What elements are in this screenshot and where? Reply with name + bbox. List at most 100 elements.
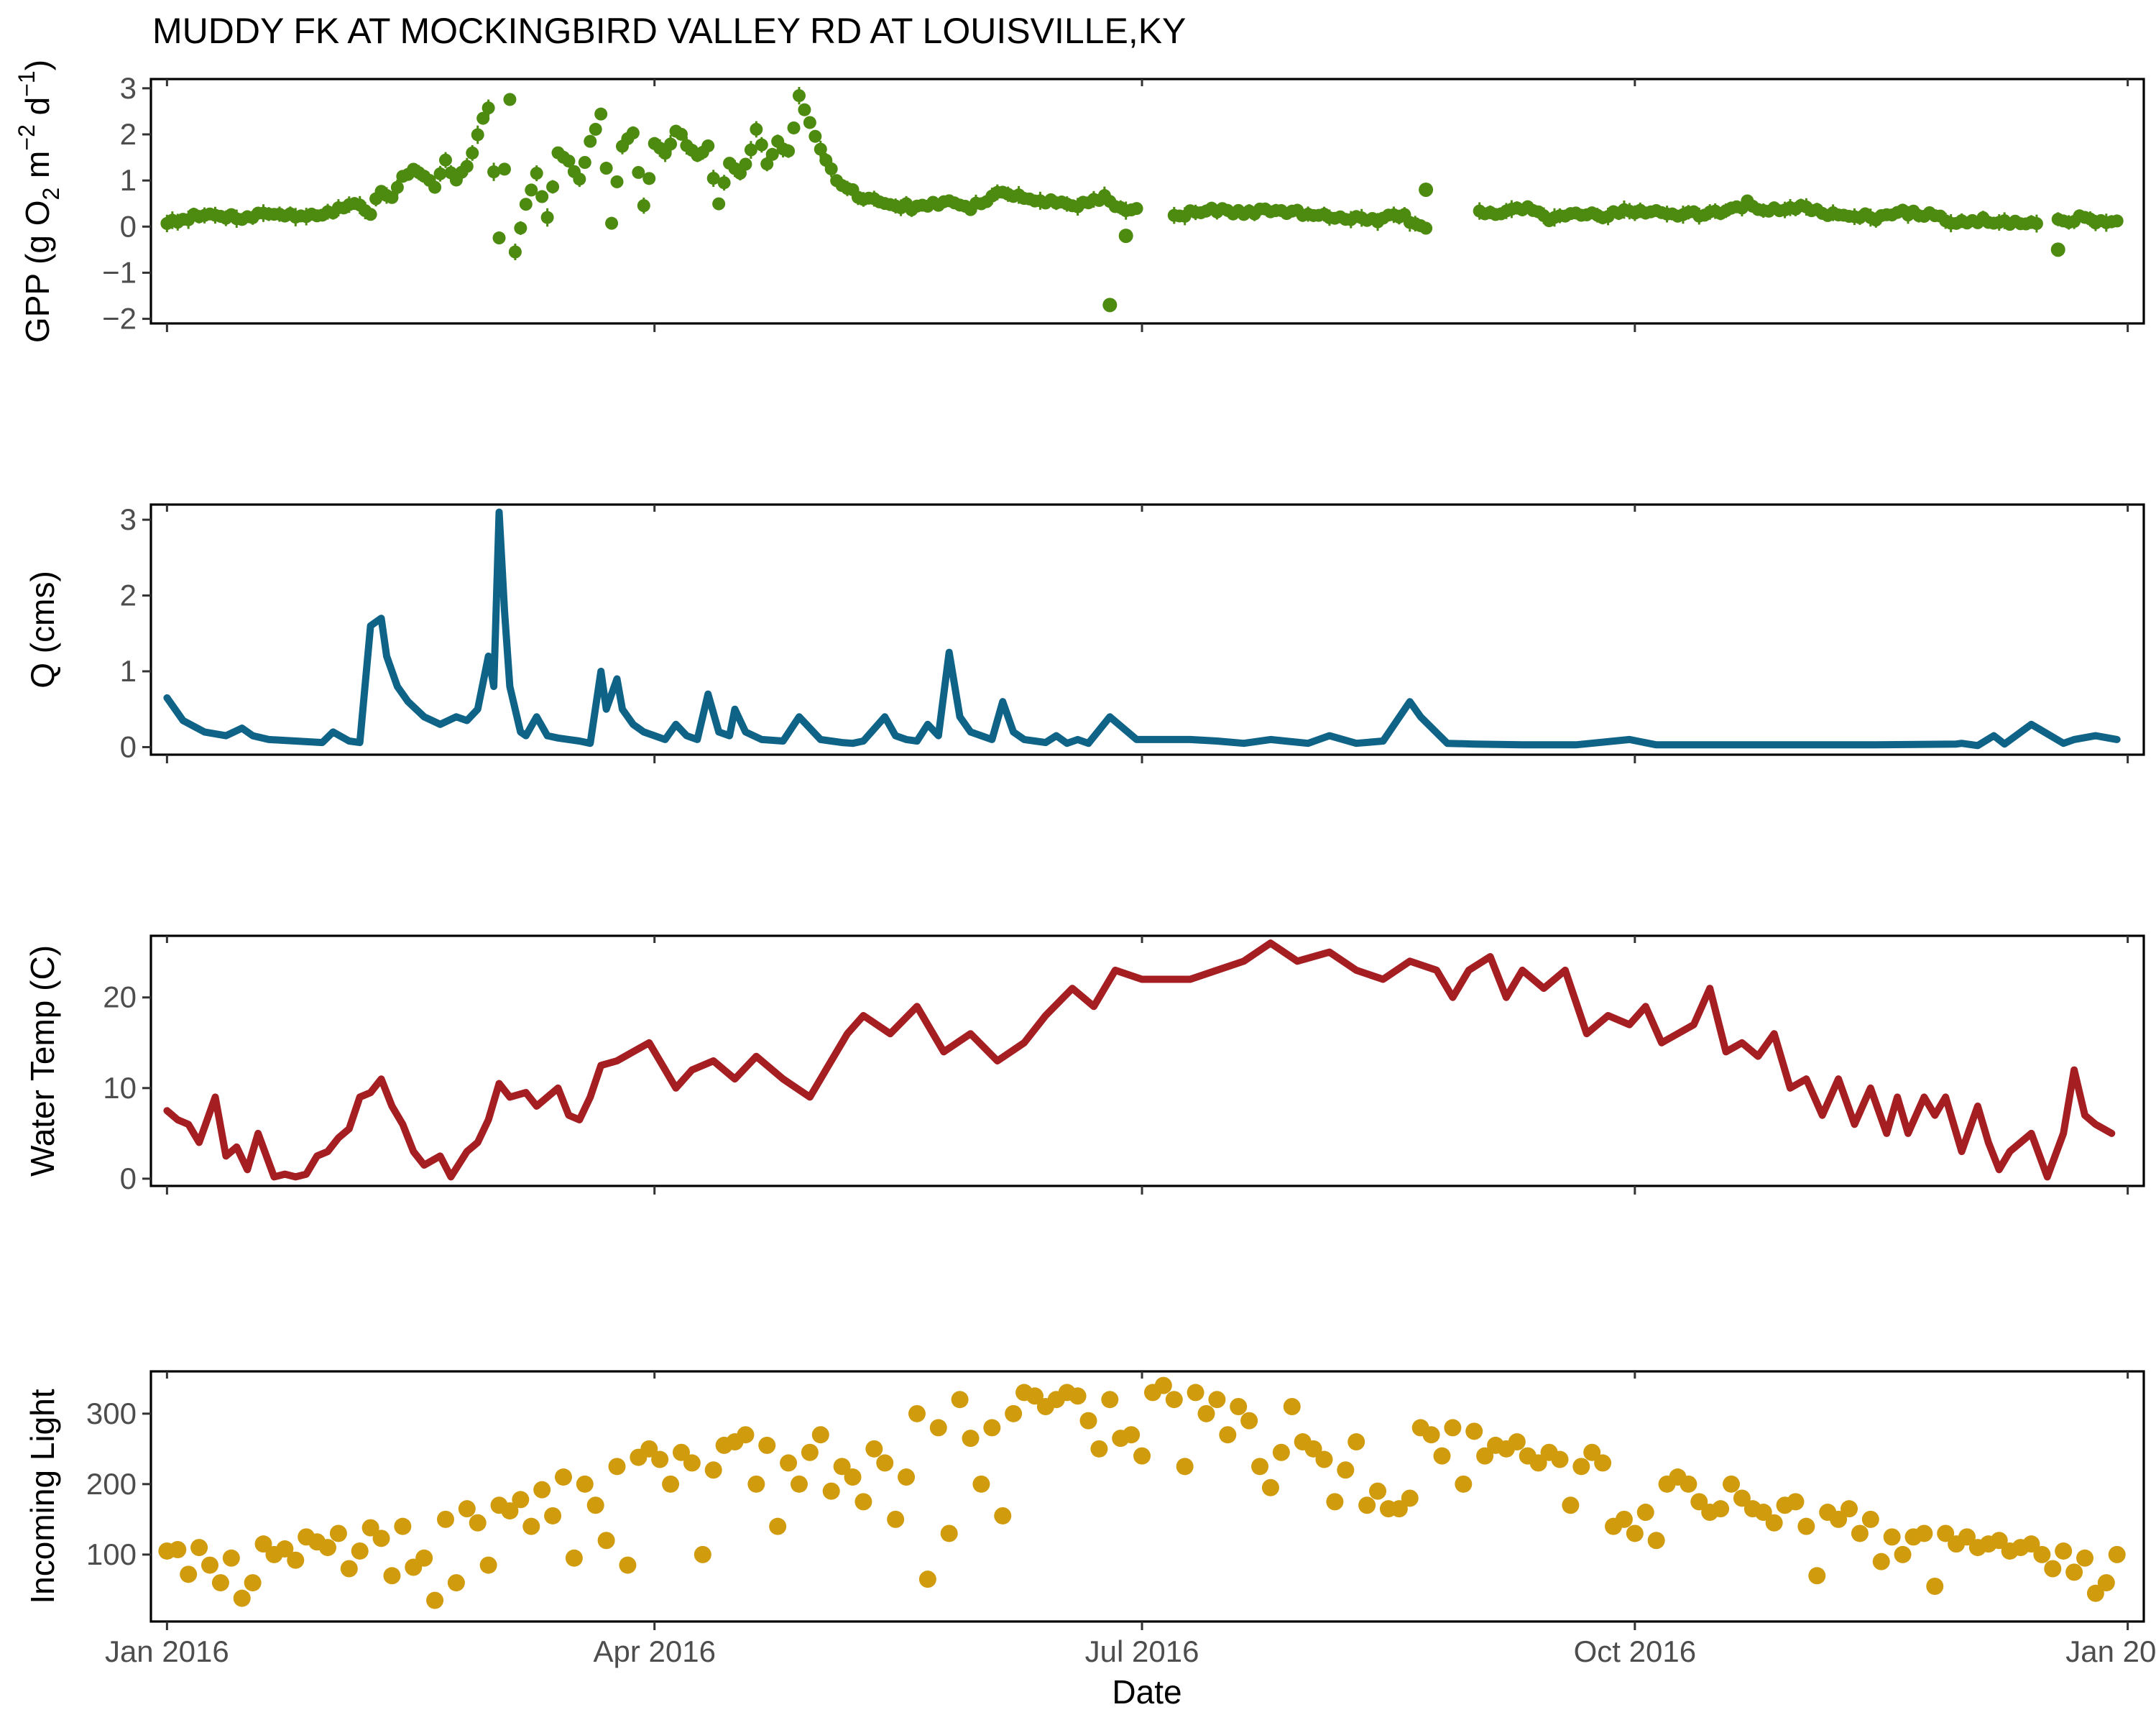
light-point-8 <box>244 1574 262 1592</box>
incoming-light-panel-frame <box>149 1370 2145 1623</box>
light-point-121 <box>1455 1475 1473 1493</box>
gpp-ylabel-part-5: d <box>19 97 56 124</box>
light-point-24 <box>415 1549 433 1567</box>
discharge-panel-frame <box>149 503 2145 756</box>
light-point-76 <box>972 1475 990 1493</box>
light-point-149 <box>1754 1504 1772 1522</box>
gpp-point-120 <box>803 116 816 129</box>
gpp-x-ticks <box>165 79 2129 332</box>
light-point-162 <box>1894 1545 1912 1563</box>
light-point-161 <box>1883 1528 1901 1546</box>
light-point-35 <box>533 1481 551 1499</box>
light-point-70 <box>908 1404 926 1422</box>
light-point-30 <box>479 1556 497 1574</box>
light-point-126 <box>1508 1433 1526 1451</box>
light-point-150 <box>1765 1514 1783 1532</box>
light-point-100 <box>1230 1398 1248 1416</box>
light-point-113 <box>1369 1482 1387 1500</box>
light-point-71 <box>918 1570 936 1588</box>
light-point-154 <box>1808 1567 1826 1585</box>
gpp-point-229 <box>1419 221 1433 235</box>
light-point-74 <box>951 1391 969 1409</box>
gpp-outlier-point-3 <box>2050 242 2065 257</box>
gpp-point-57 <box>466 146 479 160</box>
light-point-61 <box>811 1426 829 1444</box>
incoming-light-y-tick-label-0: 100 <box>86 1537 137 1571</box>
gpp-point-63 <box>497 162 511 176</box>
light-point-68 <box>887 1510 905 1528</box>
gpp-point-80 <box>589 122 602 136</box>
incoming-light-panel: 100 200 300 Incoming Light Jan 2016 Apr 201… <box>24 1370 2156 1668</box>
light-point-133 <box>1583 1443 1601 1461</box>
light-point-115 <box>1390 1500 1408 1518</box>
light-point-109 <box>1326 1493 1344 1511</box>
gpp-point-71 <box>540 211 554 224</box>
gpp-point-181 <box>1130 202 1143 216</box>
gpp-point-121 <box>808 129 822 143</box>
light-point-55 <box>747 1475 765 1493</box>
gpp-point-110 <box>750 122 763 136</box>
water-temp-y-tick-label-1: 10 <box>103 1071 137 1105</box>
light-point-136 <box>1615 1510 1633 1528</box>
discharge-y-tick-label-3: 3 <box>120 502 137 536</box>
light-point-128 <box>1529 1454 1547 1472</box>
light-point-56 <box>758 1436 776 1454</box>
gpp-point-108 <box>739 157 752 171</box>
light-point-91 <box>1133 1447 1151 1465</box>
light-point-36 <box>544 1506 562 1524</box>
light-point-78 <box>994 1506 1012 1524</box>
discharge-line <box>163 508 2121 750</box>
light-point-34 <box>522 1517 540 1535</box>
gpp-point-103 <box>712 197 726 211</box>
light-point-43 <box>619 1556 637 1574</box>
water-temp-y-axis-title: Water Temp (C) <box>24 945 61 1177</box>
gpp-ylabel-part-4: −2 <box>14 124 40 150</box>
light-point-60 <box>801 1443 819 1461</box>
gpp-point-104 <box>717 176 731 190</box>
light-point-137 <box>1626 1524 1644 1542</box>
light-point-108 <box>1315 1450 1333 1468</box>
light-point-179 <box>2076 1549 2094 1567</box>
water-temp-y-tick-label-2: 20 <box>103 980 137 1014</box>
light-point-21 <box>383 1567 401 1585</box>
light-point-110 <box>1337 1461 1355 1479</box>
light-point-28 <box>458 1500 476 1518</box>
gpp-outlier-point-0 <box>1102 298 1118 313</box>
water-temp-line <box>163 939 2116 1181</box>
light-point-166 <box>1937 1524 1955 1542</box>
discharge-y-tick-label-0: 0 <box>120 730 137 763</box>
discharge-panel: 0 1 2 3 Q (cms) <box>24 502 2145 763</box>
light-point-32 <box>501 1502 519 1520</box>
water-temp-panel-frame <box>149 934 2145 1187</box>
discharge-y-tick-label-1: 1 <box>120 654 137 688</box>
gpp-point-117 <box>787 121 801 134</box>
light-point-118 <box>1422 1426 1440 1444</box>
light-point-138 <box>1636 1504 1654 1522</box>
gpp-point-43 <box>390 180 404 194</box>
light-point-177 <box>2055 1542 2073 1560</box>
gpp-point-82 <box>599 162 613 175</box>
x-tick-label-0: Jan 2016 <box>105 1634 229 1668</box>
light-point-93 <box>1154 1376 1172 1394</box>
discharge-x-ticks <box>165 505 2129 763</box>
light-point-5 <box>211 1574 229 1592</box>
light-point-41 <box>597 1532 615 1550</box>
light-point-88 <box>1101 1391 1119 1409</box>
light-point-139 <box>1647 1532 1665 1550</box>
water-temp-marks <box>163 939 2116 1181</box>
light-point-90 <box>1123 1426 1141 1444</box>
gpp-point-94 <box>664 137 678 151</box>
light-point-174 <box>2022 1535 2040 1553</box>
light-point-98 <box>1208 1391 1226 1409</box>
gpp-point-62 <box>492 231 506 245</box>
light-point-64 <box>844 1468 862 1486</box>
light-point-116 <box>1401 1489 1419 1507</box>
light-point-19 <box>361 1519 379 1537</box>
incoming-light-marks <box>158 1376 2126 1609</box>
gpp-point-346 <box>2110 214 2124 228</box>
light-point-26 <box>436 1510 454 1528</box>
light-point-75 <box>962 1430 980 1448</box>
light-point-107 <box>1304 1440 1322 1458</box>
gpp-y-tick-label-4: 2 <box>120 117 137 151</box>
